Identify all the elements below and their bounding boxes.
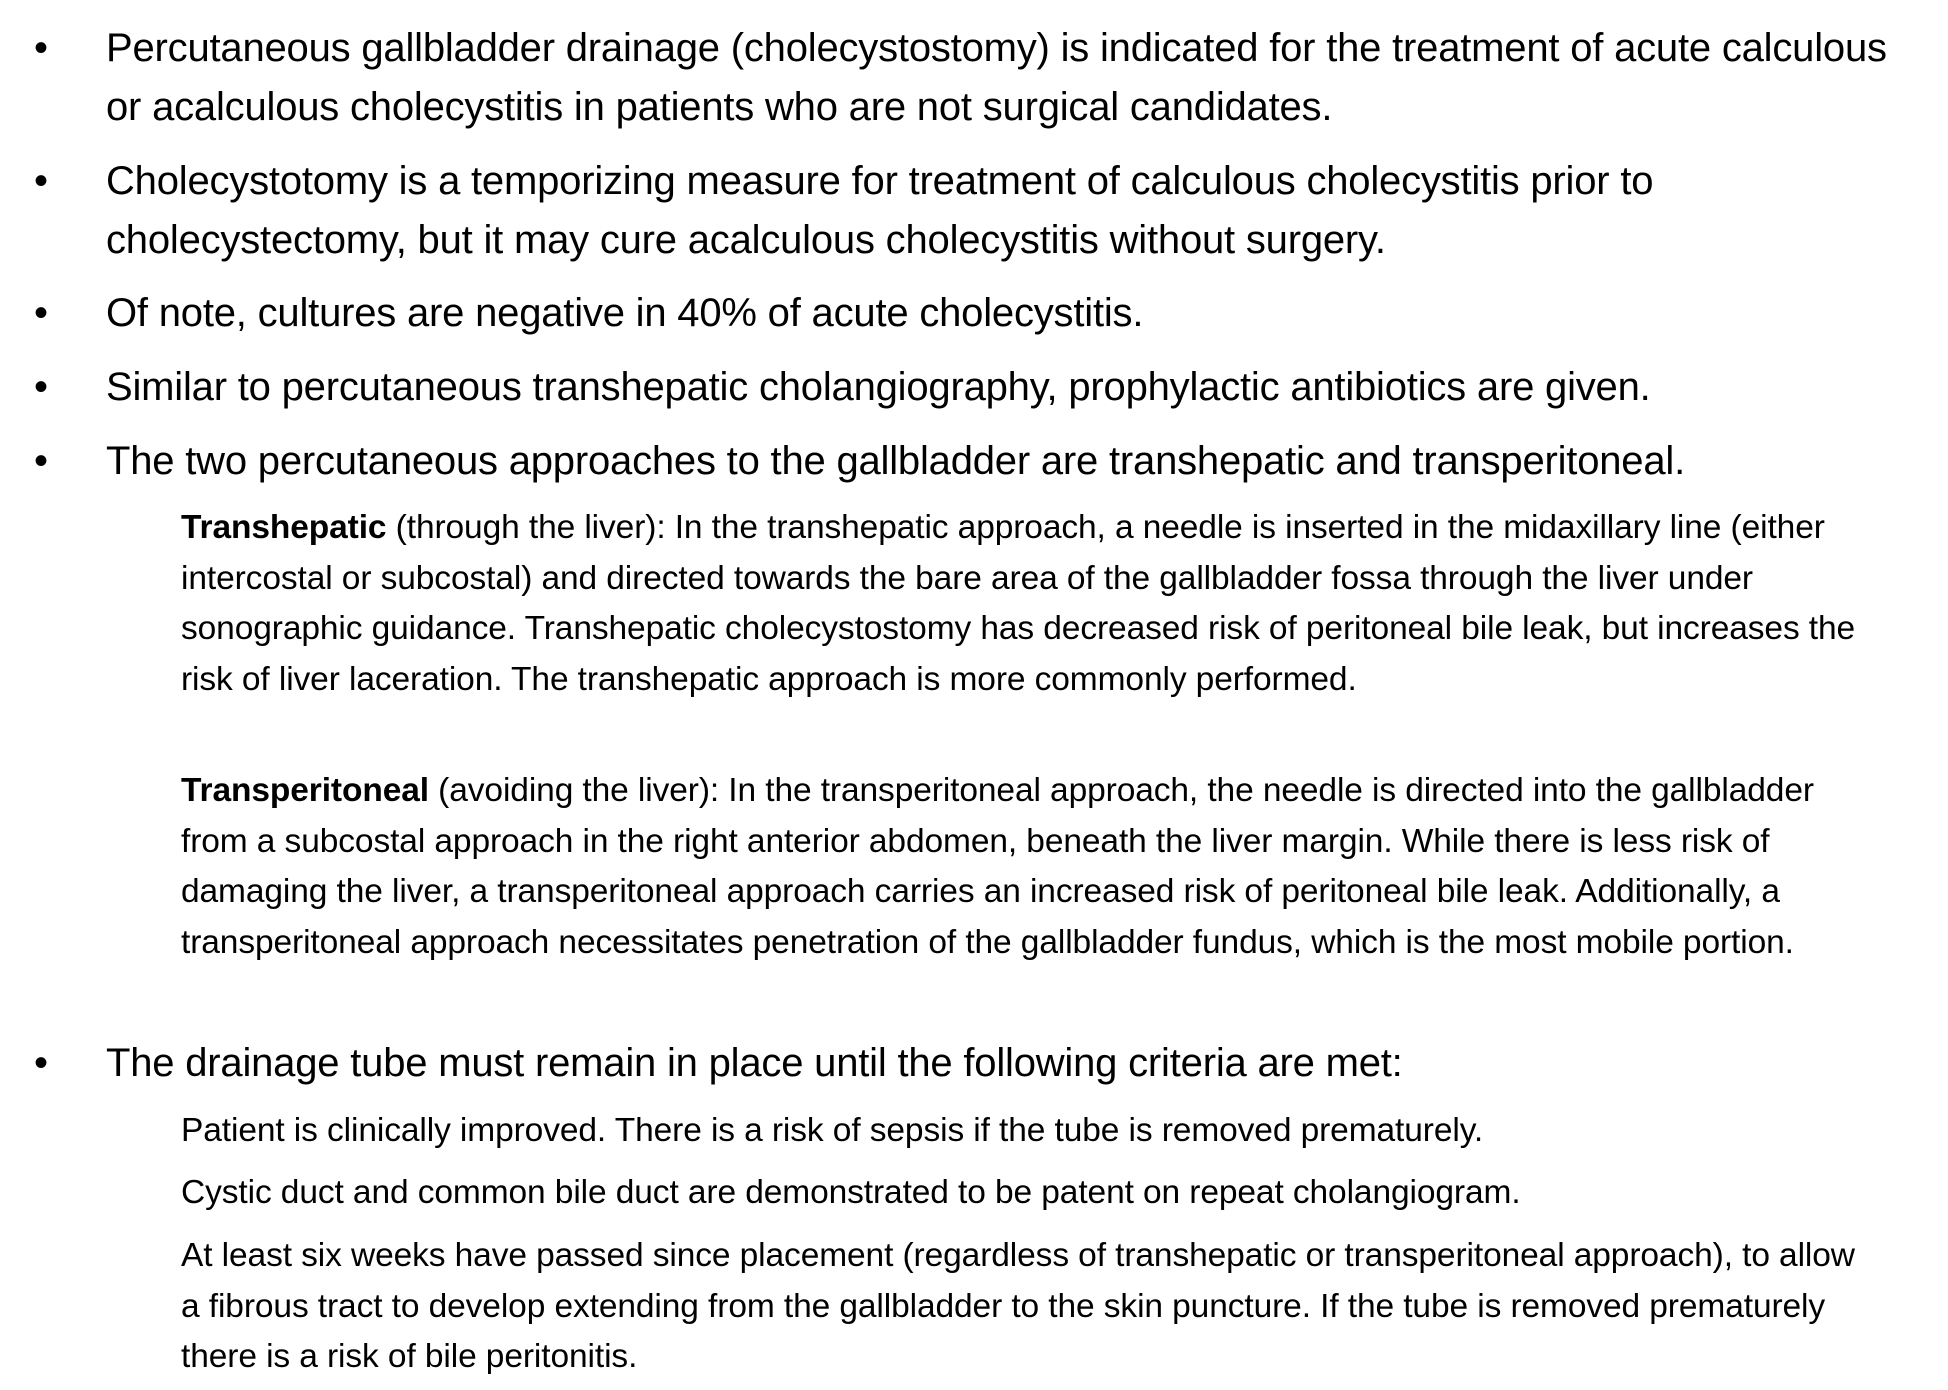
bullet-removal-criteria: • The drainage tube must remain in place…	[0, 1034, 1948, 1093]
bullet-text: Percutaneous gallbladder drainage (chole…	[106, 26, 1887, 129]
bullet-text: Of note, cultures are negative in 40% of…	[106, 291, 1144, 335]
transhepatic-description: (through the liver): In the transhepatic…	[181, 509, 1856, 698]
bullet-text: The two percutaneous approaches to the g…	[106, 439, 1686, 483]
bullet-text: The drainage tube must remain in place u…	[106, 1041, 1403, 1085]
bullet-marker: •	[34, 291, 48, 335]
transperitoneal-description: (avoiding the liver): In the transperito…	[181, 772, 1814, 961]
criterion-text: Patient is clinically improved. There is…	[181, 1112, 1484, 1149]
bullet-marker: •	[34, 365, 48, 409]
transperitoneal-paragraph: Transperitoneal (avoiding the liver): In…	[0, 766, 1927, 968]
criterion-clinical-improvement: Patient is clinically improved. There is…	[0, 1106, 1921, 1157]
criterion-text: Cystic duct and common bile duct are dem…	[181, 1174, 1521, 1211]
bullet-temporizing: • Cholecystotomy is a temporizing measur…	[0, 152, 1948, 270]
bullet-marker: •	[34, 1041, 48, 1085]
bullet-cultures: • Of note, cultures are negative in 40% …	[0, 284, 1948, 343]
bullet-marker: •	[34, 439, 48, 483]
bullet-text: Similar to percutaneous transhepatic cho…	[106, 365, 1651, 409]
bullet-text: Cholecystotomy is a temporizing measure …	[106, 159, 1654, 262]
bullet-indication: • Percutaneous gallbladder drainage (cho…	[0, 19, 1948, 137]
criterion-six-weeks: At least six weeks have passed since pla…	[0, 1231, 1921, 1383]
criterion-text: At least six weeks have passed since pla…	[181, 1237, 1855, 1375]
transperitoneal-term: Transperitoneal	[181, 772, 429, 809]
criterion-duct-patency: Cystic duct and common bile duct are dem…	[0, 1168, 1921, 1219]
bullet-marker: •	[34, 26, 48, 70]
bullet-antibiotics: • Similar to percutaneous transhepatic c…	[0, 358, 1948, 417]
bullet-marker: •	[34, 159, 48, 203]
bullet-approaches: • The two percutaneous approaches to the…	[0, 432, 1948, 491]
transhepatic-paragraph: Transhepatic (through the liver): In the…	[0, 503, 1921, 705]
transhepatic-term: Transhepatic	[181, 509, 387, 546]
